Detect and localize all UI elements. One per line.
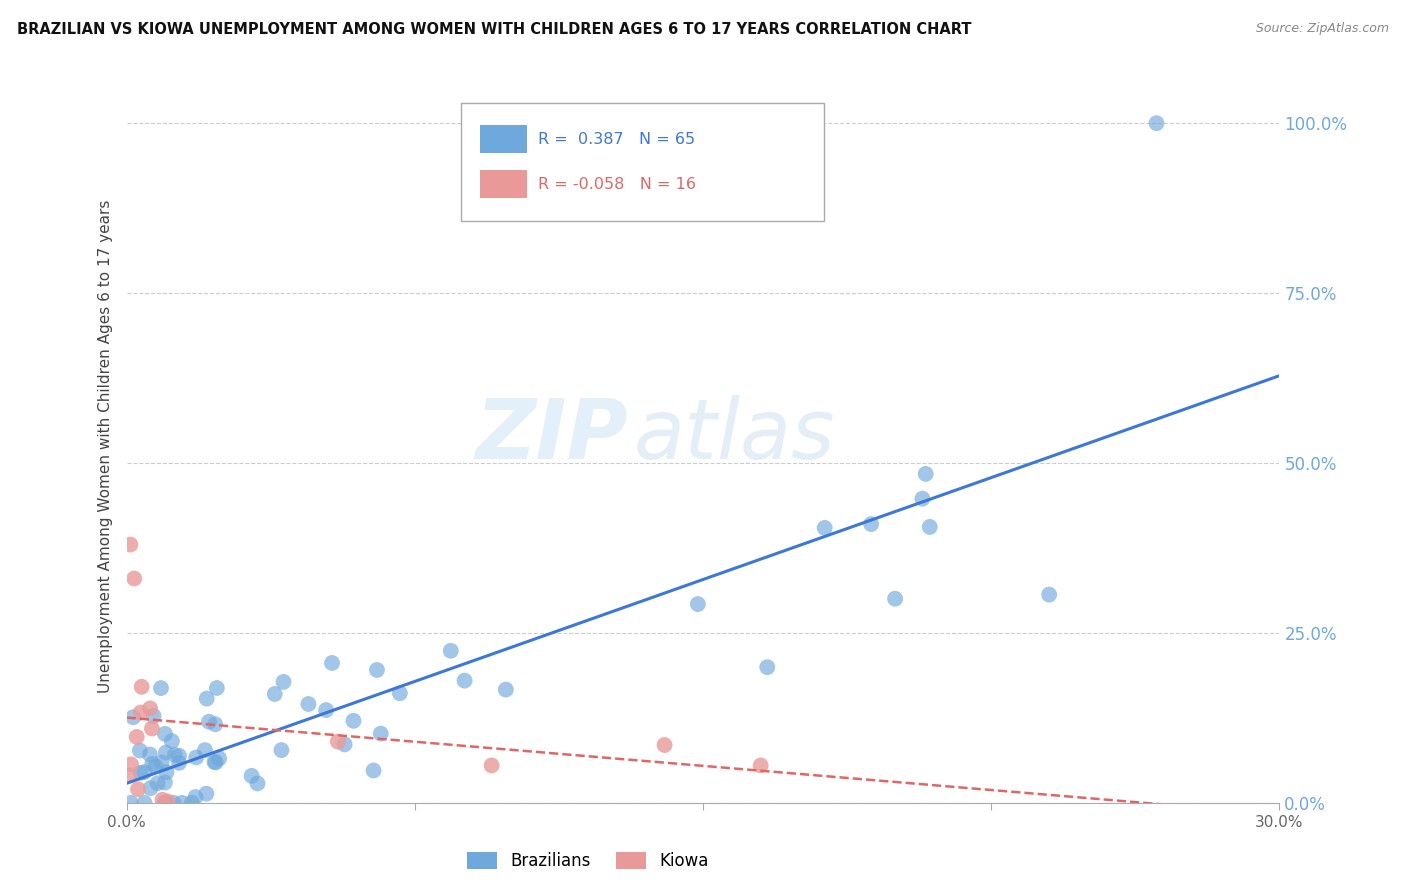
- Point: [162, 796, 184, 810]
- Text: Source: ZipAtlas.com: Source: ZipAtlas.com: [1256, 22, 1389, 36]
- Point: [139, 747, 162, 762]
- Point: [363, 764, 385, 778]
- Point: [155, 765, 177, 780]
- Point: [326, 734, 349, 748]
- Point: [205, 681, 228, 695]
- Point: [184, 790, 207, 805]
- Point: [120, 537, 142, 551]
- Text: BRAZILIAN VS KIOWA UNEMPLOYMENT AMONG WOMEN WITH CHILDREN AGES 6 TO 17 YEARS COR: BRAZILIAN VS KIOWA UNEMPLOYMENT AMONG WO…: [17, 22, 972, 37]
- Point: [204, 755, 226, 769]
- Point: [814, 521, 837, 535]
- Point: [686, 597, 709, 611]
- Point: [122, 710, 145, 724]
- Point: [155, 796, 177, 810]
- Point: [263, 687, 285, 701]
- Point: [195, 787, 218, 801]
- Point: [149, 681, 172, 695]
- Point: [153, 796, 176, 810]
- Point: [333, 738, 356, 752]
- Point: [453, 673, 475, 688]
- Point: [139, 701, 162, 715]
- Point: [125, 730, 148, 744]
- Point: [163, 747, 186, 762]
- Point: [146, 776, 169, 790]
- Point: [195, 691, 218, 706]
- Point: [186, 750, 208, 764]
- Bar: [481, 169, 527, 198]
- Point: [440, 644, 463, 658]
- Point: [749, 758, 772, 772]
- Text: R = -0.058   N = 16: R = -0.058 N = 16: [538, 177, 696, 192]
- Point: [156, 795, 179, 809]
- Point: [170, 796, 193, 810]
- Point: [155, 746, 177, 760]
- Point: [122, 572, 145, 586]
- Point: [860, 517, 883, 532]
- Point: [129, 706, 152, 720]
- Point: [911, 491, 934, 506]
- Point: [142, 709, 165, 723]
- Point: [141, 756, 163, 771]
- Point: [153, 727, 176, 741]
- Text: atlas: atlas: [634, 395, 835, 475]
- Point: [152, 793, 174, 807]
- Point: [208, 751, 231, 765]
- Point: [342, 714, 364, 728]
- Point: [120, 757, 142, 772]
- Point: [139, 781, 162, 796]
- Text: ZIP: ZIP: [475, 395, 628, 475]
- Point: [145, 759, 167, 773]
- Bar: [481, 125, 527, 153]
- Point: [918, 520, 941, 534]
- Point: [134, 796, 156, 810]
- Point: [240, 769, 263, 783]
- Point: [167, 748, 190, 763]
- Point: [495, 682, 517, 697]
- Point: [198, 714, 221, 729]
- Legend: Brazilians, Kiowa: Brazilians, Kiowa: [460, 845, 716, 877]
- Point: [273, 674, 295, 689]
- Point: [481, 758, 503, 772]
- Point: [160, 734, 183, 748]
- Point: [131, 680, 153, 694]
- Text: R =  0.387   N = 65: R = 0.387 N = 65: [538, 132, 695, 146]
- Point: [180, 796, 202, 810]
- Point: [128, 743, 150, 757]
- Point: [127, 782, 149, 797]
- Point: [194, 743, 217, 757]
- Point: [204, 756, 226, 770]
- Point: [321, 656, 343, 670]
- Point: [204, 717, 226, 731]
- Point: [153, 775, 176, 789]
- Point: [297, 697, 319, 711]
- Point: [270, 743, 292, 757]
- Point: [1038, 588, 1060, 602]
- Point: [120, 796, 142, 810]
- Point: [167, 756, 190, 770]
- Point: [914, 467, 936, 481]
- Point: [141, 722, 163, 736]
- Point: [756, 660, 779, 674]
- Point: [370, 726, 392, 740]
- Point: [150, 756, 173, 770]
- Point: [654, 738, 676, 752]
- Point: [118, 768, 141, 782]
- Point: [129, 765, 152, 780]
- Point: [366, 663, 388, 677]
- Point: [884, 591, 907, 606]
- Y-axis label: Unemployment Among Women with Children Ages 6 to 17 years: Unemployment Among Women with Children A…: [97, 199, 112, 693]
- Point: [1146, 116, 1168, 130]
- Point: [315, 703, 337, 717]
- Point: [246, 776, 269, 790]
- FancyBboxPatch shape: [461, 103, 824, 221]
- Point: [134, 765, 156, 780]
- Point: [388, 686, 411, 700]
